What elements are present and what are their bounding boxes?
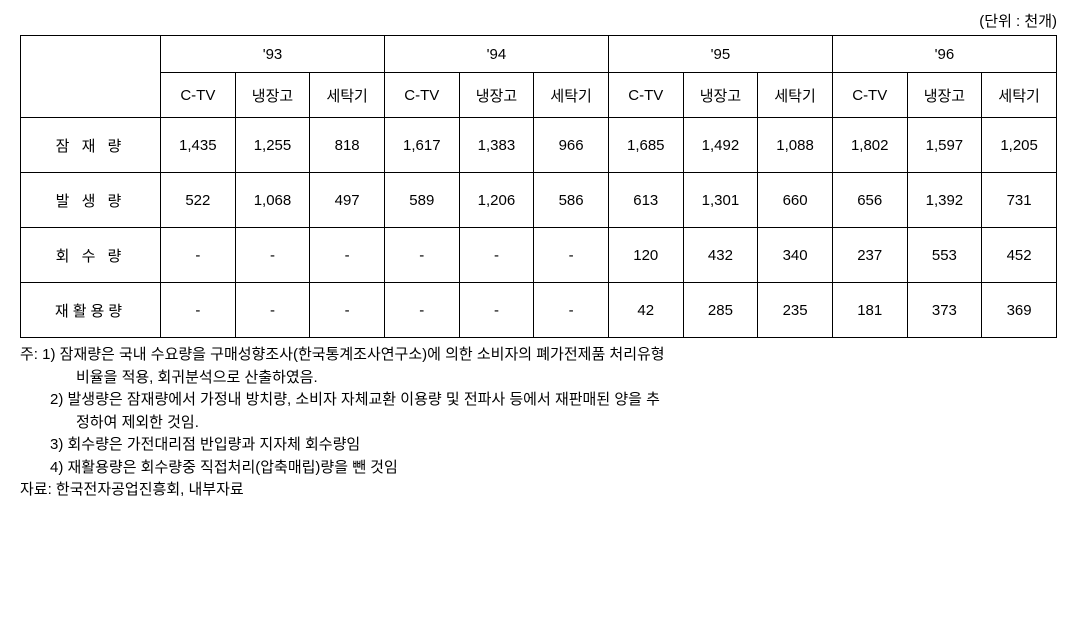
- year-header-1: '94: [384, 36, 608, 73]
- data-cell: 1,597: [907, 118, 982, 173]
- row-label: 회 수 량: [21, 228, 161, 283]
- sub-header: 냉장고: [459, 73, 534, 118]
- data-cell: 1,435: [161, 118, 236, 173]
- data-cell: 613: [608, 173, 683, 228]
- data-cell: 1,301: [683, 173, 758, 228]
- sub-header: C-TV: [832, 73, 907, 118]
- data-cell: 181: [832, 283, 907, 338]
- data-cell: 120: [608, 228, 683, 283]
- data-cell: 1,392: [907, 173, 982, 228]
- row-label: 재활용량: [21, 283, 161, 338]
- data-cell: 1,802: [832, 118, 907, 173]
- table-row: 잠 재 량 1,435 1,255 818 1,617 1,383 966 1,…: [21, 118, 1057, 173]
- data-cell: 1,685: [608, 118, 683, 173]
- footnote-4: 4) 재활용량은 회수량중 직접처리(압축매립)량을 뺀 것임: [20, 457, 1057, 480]
- data-cell: -: [310, 228, 385, 283]
- data-cell: -: [161, 283, 236, 338]
- source-line: 자료: 한국전자공업진흥회, 내부자료: [20, 479, 1057, 502]
- data-cell: 818: [310, 118, 385, 173]
- data-cell: 237: [832, 228, 907, 283]
- data-cell: -: [384, 283, 459, 338]
- sub-header: C-TV: [608, 73, 683, 118]
- data-cell: 373: [907, 283, 982, 338]
- sub-header: C-TV: [384, 73, 459, 118]
- data-cell: 340: [758, 228, 833, 283]
- data-cell: -: [161, 228, 236, 283]
- data-cell: 369: [982, 283, 1057, 338]
- sub-header: 냉장고: [683, 73, 758, 118]
- data-cell: 966: [534, 118, 609, 173]
- data-cell: 660: [758, 173, 833, 228]
- data-cell: 1,068: [235, 173, 310, 228]
- table-row: 재활용량 - - - - - - 42 285 235 181 373 369: [21, 283, 1057, 338]
- data-cell: 656: [832, 173, 907, 228]
- data-cell: 42: [608, 283, 683, 338]
- data-cell: 1,383: [459, 118, 534, 173]
- data-cell: 497: [310, 173, 385, 228]
- data-cell: -: [534, 228, 609, 283]
- data-cell: -: [235, 228, 310, 283]
- data-cell: 553: [907, 228, 982, 283]
- data-cell: -: [459, 283, 534, 338]
- data-cell: -: [235, 283, 310, 338]
- unit-label: (단위 : 천개): [20, 10, 1057, 31]
- data-cell: 1,255: [235, 118, 310, 173]
- table-row: 회 수 량 - - - - - - 120 432 340 237 553 45…: [21, 228, 1057, 283]
- sub-header: 세탁기: [982, 73, 1057, 118]
- data-cell: -: [310, 283, 385, 338]
- data-cell: 1,088: [758, 118, 833, 173]
- data-cell: 452: [982, 228, 1057, 283]
- data-cell: 1,205: [982, 118, 1057, 173]
- footnotes: 주: 1) 잠재량은 국내 수요량을 구매성향조사(한국통계조사연구소)에 의한…: [20, 344, 1057, 502]
- sub-header: 냉장고: [907, 73, 982, 118]
- footnote-1b: 비율을 적용, 회귀분석으로 산출하였음.: [20, 367, 1057, 390]
- footnote-3: 3) 회수량은 가전대리점 반입량과 지자체 회수량임: [20, 434, 1057, 457]
- data-cell: 522: [161, 173, 236, 228]
- year-header-3: '96: [832, 36, 1056, 73]
- data-cell: 731: [982, 173, 1057, 228]
- data-cell: 285: [683, 283, 758, 338]
- data-cell: 586: [534, 173, 609, 228]
- table-row: 발 생 량 522 1,068 497 589 1,206 586 613 1,…: [21, 173, 1057, 228]
- data-table: '93 '94 '95 '96 C-TV 냉장고 세탁기 C-TV 냉장고 세탁…: [20, 35, 1057, 338]
- sub-header: 세탁기: [310, 73, 385, 118]
- row-label: 잠 재 량: [21, 118, 161, 173]
- footnote-2a: 2) 발생량은 잠재량에서 가정내 방치량, 소비자 자체교환 이용량 및 전파…: [20, 389, 1057, 412]
- year-header-0: '93: [161, 36, 385, 73]
- data-cell: 1,492: [683, 118, 758, 173]
- sub-header: 냉장고: [235, 73, 310, 118]
- data-cell: 1,617: [384, 118, 459, 173]
- footnote-2b: 정하여 제외한 것임.: [20, 412, 1057, 435]
- data-cell: 1,206: [459, 173, 534, 228]
- year-header-2: '95: [608, 36, 832, 73]
- row-label: 발 생 량: [21, 173, 161, 228]
- corner-header: [21, 36, 161, 118]
- sub-header: 세탁기: [758, 73, 833, 118]
- data-cell: -: [534, 283, 609, 338]
- data-cell: -: [384, 228, 459, 283]
- data-cell: -: [459, 228, 534, 283]
- data-cell: 589: [384, 173, 459, 228]
- sub-header: 세탁기: [534, 73, 609, 118]
- footnote-1a: 주: 1) 잠재량은 국내 수요량을 구매성향조사(한국통계조사연구소)에 의한…: [20, 344, 1057, 367]
- sub-header: C-TV: [161, 73, 236, 118]
- data-cell: 432: [683, 228, 758, 283]
- data-cell: 235: [758, 283, 833, 338]
